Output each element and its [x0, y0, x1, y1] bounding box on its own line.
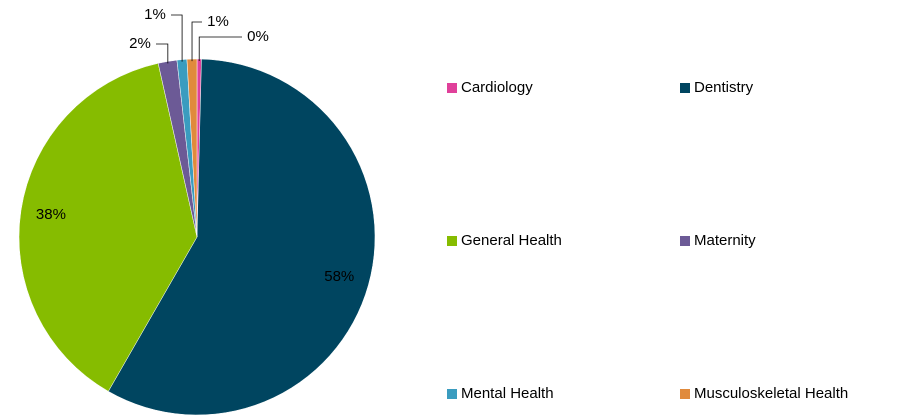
legend-label: Maternity [694, 232, 756, 249]
legend-swatch [680, 389, 690, 399]
data-label: 0% [247, 28, 269, 45]
legend-label: Dentistry [694, 79, 754, 96]
legend-label: Mental Health [461, 385, 554, 402]
legend-swatch [680, 83, 690, 93]
legend-swatch [680, 236, 690, 246]
leader-line [156, 43, 169, 64]
leader-line [191, 21, 202, 62]
data-label: 38% [36, 206, 66, 223]
legend-label: Musculoskeletal Health [694, 385, 848, 402]
pie-slice [18, 62, 198, 392]
legend-swatch [447, 236, 457, 246]
legend-swatch [447, 389, 457, 399]
data-label: 1% [207, 13, 229, 30]
legend-label: General Health [461, 232, 562, 249]
legend-swatch [447, 83, 457, 93]
data-label: 58% [324, 268, 354, 285]
data-label: 2% [129, 35, 151, 52]
leader-line [198, 36, 242, 62]
pie-slice [107, 58, 376, 416]
legend-label: Cardiology [461, 79, 533, 96]
data-label: 1% [144, 6, 166, 23]
leader-line [171, 14, 183, 62]
